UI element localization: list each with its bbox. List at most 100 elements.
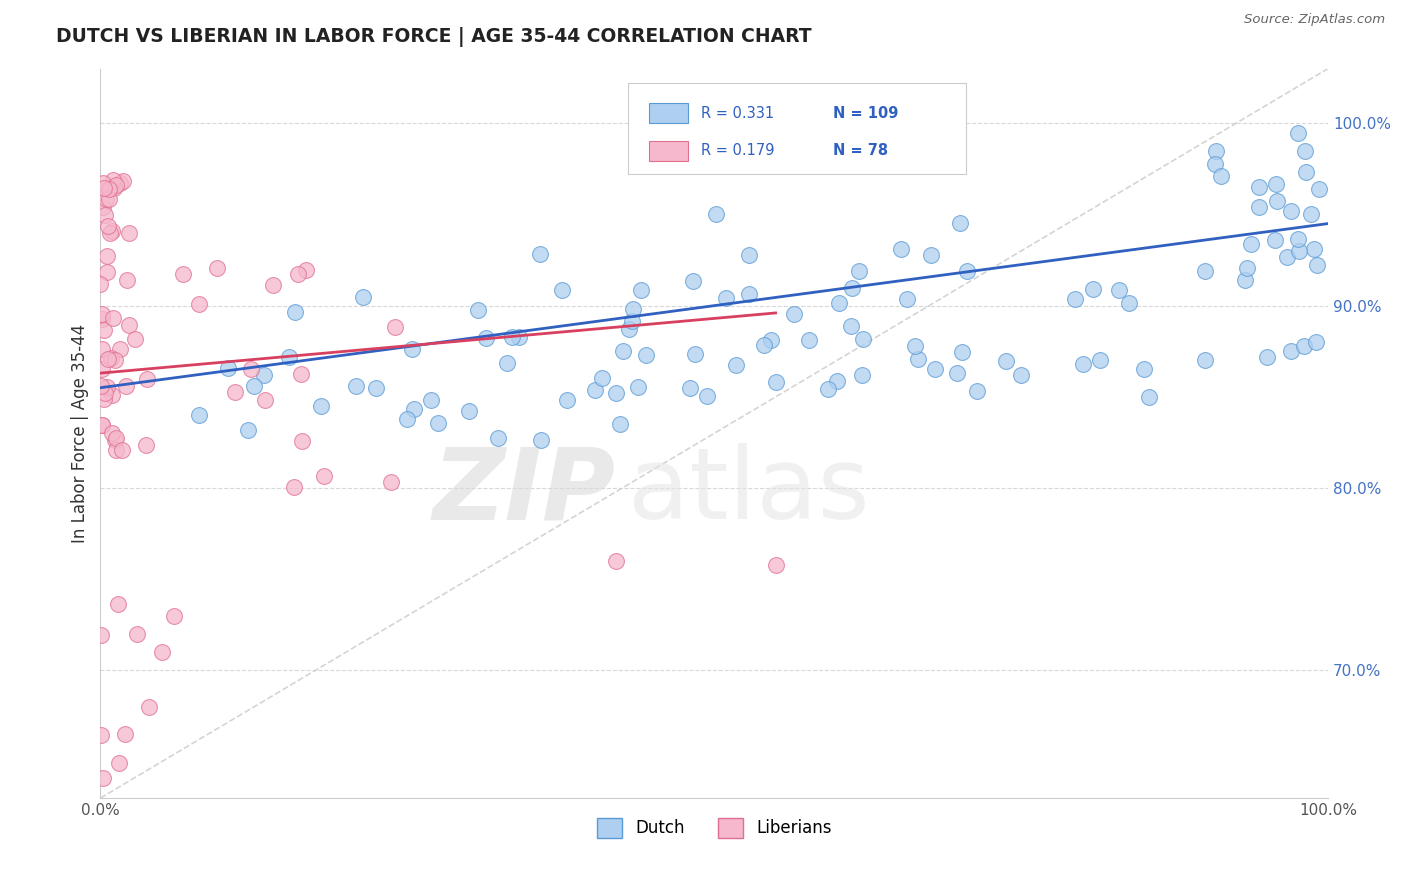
Point (111, 442, 134, 457)
Point (101, 387, 124, 401)
Point (91, 200, 114, 214)
Point (1010, 368, 1032, 382)
Point (396, 411, 419, 425)
Point (252, 368, 274, 382)
Point (1295, 164, 1317, 178)
Point (1204, 157, 1226, 171)
Point (1205, 144, 1227, 158)
Point (127, 627, 149, 641)
Point (104, 353, 127, 368)
Point (101, 426, 124, 441)
Point (96, 249, 118, 263)
Point (187, 408, 209, 422)
Point (1288, 244, 1310, 259)
Point (841, 281, 863, 295)
Point (945, 366, 967, 380)
Text: R = 0.179: R = 0.179 (700, 144, 775, 159)
Point (1292, 339, 1315, 353)
Point (508, 330, 530, 344)
Point (619, 322, 641, 336)
Point (1071, 357, 1094, 371)
Point (384, 319, 406, 334)
Point (759, 333, 782, 347)
Point (1286, 126, 1309, 140)
Point (1306, 258, 1329, 272)
Point (817, 382, 839, 396)
Point (104, 431, 127, 445)
Point (848, 263, 870, 277)
Point (108, 756, 131, 770)
Point (205, 261, 228, 276)
Bar (650, 141, 689, 161)
Point (97, 219, 120, 233)
Point (110, 342, 132, 356)
Point (605, 554, 627, 568)
Point (138, 700, 160, 714)
Point (1279, 344, 1302, 359)
Point (284, 304, 307, 318)
Point (124, 332, 146, 346)
Point (1108, 283, 1130, 297)
Point (950, 344, 973, 359)
Point (852, 332, 875, 346)
Point (311, 399, 333, 413)
Point (118, 318, 141, 333)
Point (100, 351, 122, 365)
Point (1090, 352, 1112, 367)
Point (1265, 194, 1288, 208)
Point (283, 480, 305, 494)
Point (236, 423, 259, 437)
Text: N = 109: N = 109 (834, 105, 898, 120)
Point (135, 371, 157, 385)
Point (1286, 232, 1309, 246)
Point (312, 468, 335, 483)
Point (612, 344, 634, 359)
Point (224, 384, 246, 399)
Point (135, 438, 157, 452)
Point (457, 404, 479, 418)
Text: ZIP: ZIP (433, 443, 616, 541)
Text: N = 78: N = 78 (834, 144, 889, 159)
Bar (650, 103, 689, 123)
Point (104, 433, 127, 447)
Point (91, 307, 114, 321)
Point (240, 362, 263, 376)
Point (903, 339, 925, 353)
Point (1118, 296, 1140, 310)
Point (956, 263, 979, 277)
Point (1264, 233, 1286, 247)
Point (696, 388, 718, 402)
Point (704, 207, 727, 221)
Point (825, 374, 848, 388)
Point (765, 376, 787, 390)
Point (949, 216, 972, 230)
Point (295, 263, 318, 277)
Point (475, 331, 498, 345)
Point (1236, 261, 1258, 276)
Point (1249, 180, 1271, 194)
Point (609, 417, 631, 431)
Point (344, 378, 367, 392)
Point (420, 392, 443, 407)
Point (682, 274, 704, 288)
Point (90, 417, 112, 432)
Text: R = 0.331: R = 0.331 (700, 105, 773, 120)
Point (966, 384, 988, 398)
Point (738, 287, 761, 301)
Point (486, 431, 509, 445)
Point (994, 354, 1017, 368)
Point (1081, 282, 1104, 296)
Point (278, 350, 301, 364)
Point (839, 318, 862, 333)
Point (1194, 264, 1216, 278)
Point (96, 351, 118, 366)
Point (1133, 362, 1156, 376)
Point (401, 342, 423, 356)
Point (163, 608, 186, 623)
Y-axis label: In Labor Force | Age 35-44: In Labor Force | Age 35-44 (72, 324, 89, 543)
Point (242, 379, 264, 393)
Text: atlas: atlas (628, 443, 870, 541)
Point (366, 381, 388, 395)
Point (550, 283, 572, 297)
Point (1249, 200, 1271, 214)
